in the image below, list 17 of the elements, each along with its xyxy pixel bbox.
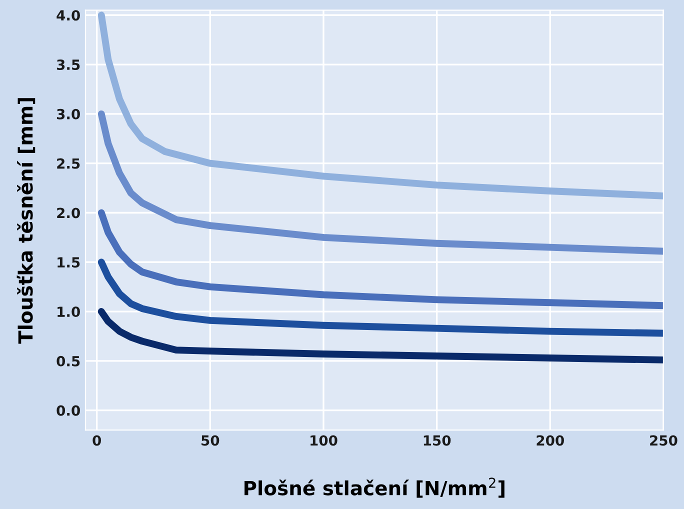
y-tick-label: 1.0 (58, 306, 80, 318)
y-axis-title: Tloušťka těsnění [mm] (16, 98, 36, 344)
x-axis-title: Plošné stlačení [N/mm$^{2}$] (244, 478, 504, 498)
y-tick-label: 0.5 (56, 356, 80, 366)
x-tick-label: 150 (424, 435, 451, 446)
x-tick-label: 0 (92, 435, 101, 446)
y-tick-label: 1.5 (58, 257, 80, 268)
y-tick-label: 2.5 (57, 158, 80, 169)
x-tick-label: 200 (536, 435, 564, 446)
y-tick-label: 0.0 (56, 405, 80, 416)
y-tick-label: 4.0 (56, 10, 80, 21)
y-tick-label: 3.5 (56, 59, 80, 70)
y-tick-label: 3.0 (56, 108, 80, 120)
x-tick-label: 50 (202, 435, 220, 446)
y-tick-label: 2.0 (57, 208, 80, 218)
x-tick-label: 250 (650, 435, 678, 446)
x-tick-label: 100 (310, 435, 338, 446)
